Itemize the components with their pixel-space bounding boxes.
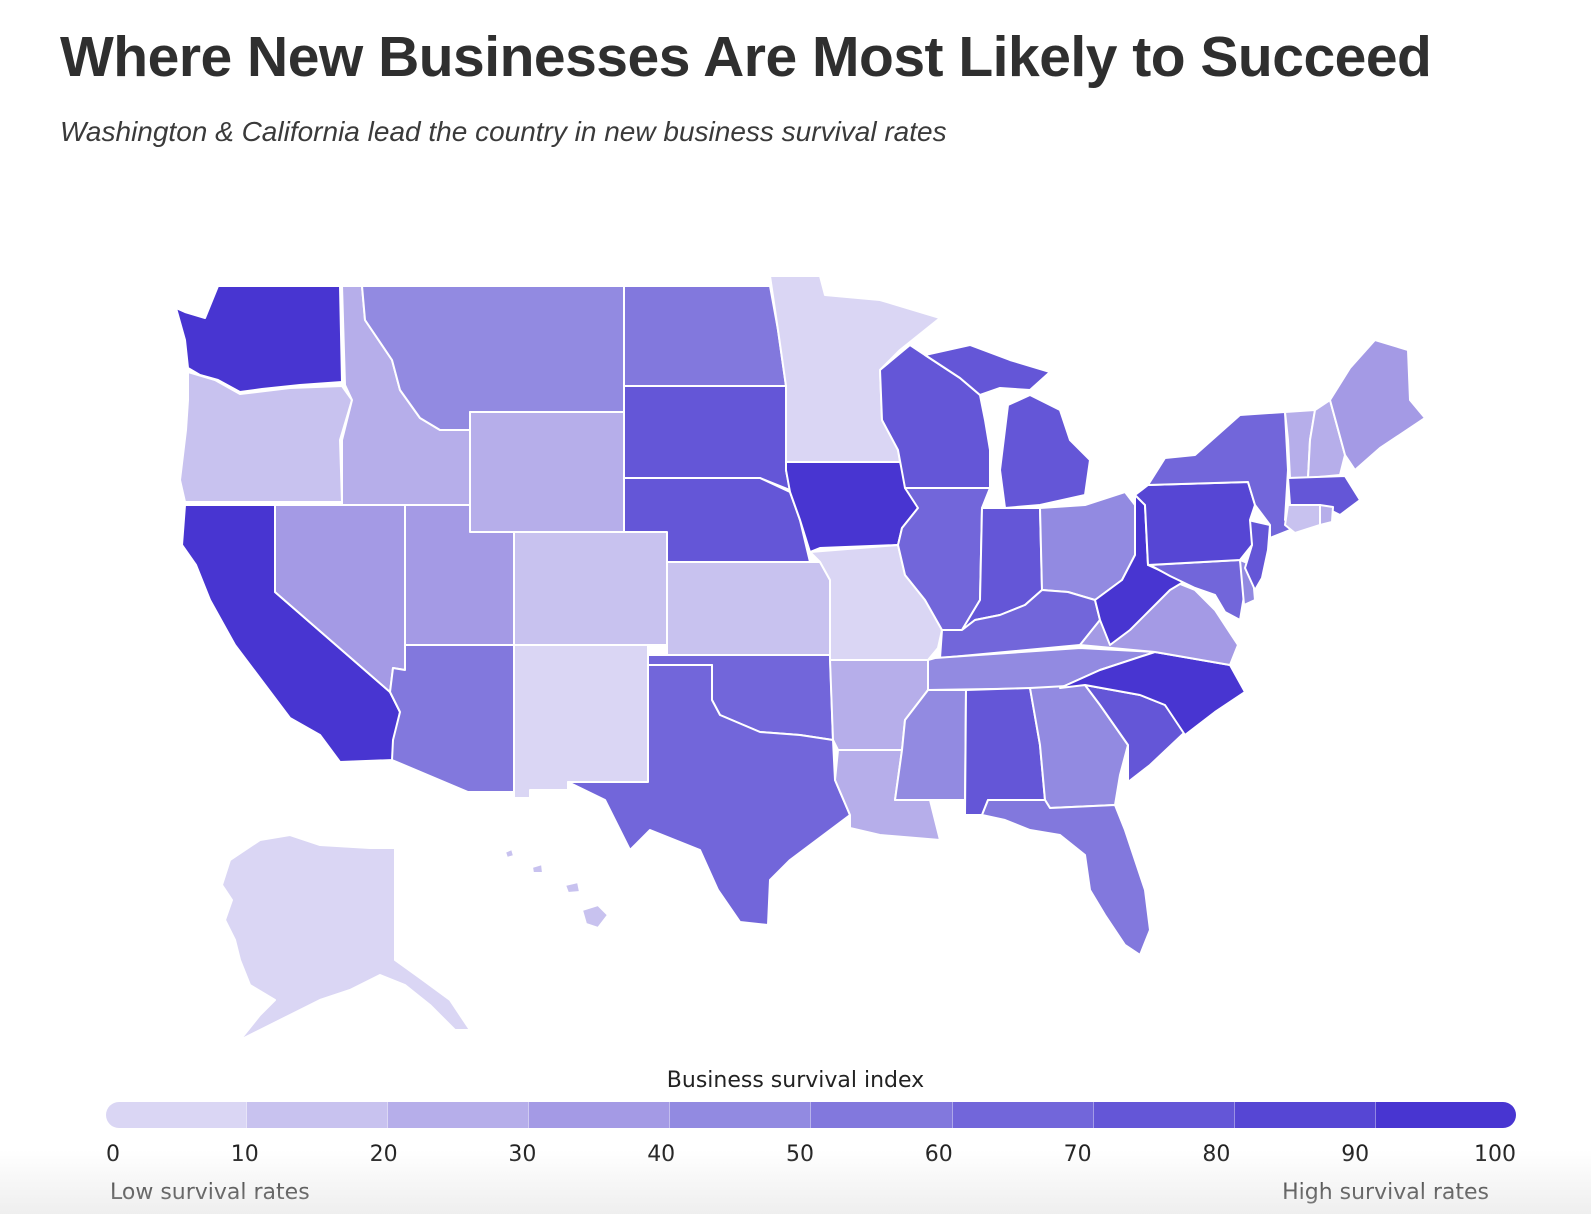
legend-color-scale (106, 1102, 1516, 1128)
state-kansas[interactable] (666, 561, 831, 656)
state-oregon[interactable] (179, 371, 353, 503)
legend-high-label: High survival rates (1282, 1180, 1489, 1205)
state-florida[interactable] (981, 799, 1151, 956)
state-illinois[interactable] (897, 487, 991, 631)
legend-segment-9 (1375, 1102, 1516, 1128)
us-choropleth-map (175, 275, 1426, 1041)
legend-segment-7 (1093, 1102, 1235, 1128)
legend-segment-4 (670, 1102, 812, 1128)
legend-tick-label: 90 (1341, 1142, 1370, 1167)
state-michigan-lower[interactable] (999, 394, 1091, 509)
state-texas[interactable] (567, 664, 851, 926)
state-kentucky[interactable] (939, 589, 1101, 659)
state-alaska[interactable] (221, 834, 471, 1041)
state-connecticut[interactable] (1284, 504, 1321, 534)
legend-tick-label: 60 (924, 1142, 953, 1167)
state-north-dakota[interactable] (623, 285, 787, 387)
state-colorado[interactable] (513, 531, 668, 646)
legend-tick-label: 100 (1474, 1142, 1516, 1167)
legend-tick-label: 10 (230, 1142, 259, 1167)
legend-tick-label: 20 (369, 1142, 398, 1167)
state-pennsylvania[interactable] (1134, 481, 1256, 566)
state-south-dakota[interactable] (623, 385, 796, 491)
legend-segment-6 (952, 1102, 1094, 1128)
state-hawaii-kauai[interactable] (504, 848, 515, 859)
legend-tick-label: 30 (508, 1142, 537, 1167)
legend-tick-label: 70 (1063, 1142, 1092, 1167)
legend-segment-8 (1234, 1102, 1376, 1128)
legend-segment-3 (529, 1102, 671, 1128)
legend-segment-2 (388, 1102, 530, 1128)
state-hawaii-maui[interactable] (564, 881, 581, 894)
legend-tick-label: 0 (106, 1142, 120, 1167)
state-michigan-upper[interactable] (924, 344, 1051, 396)
legend-tick-label: 50 (786, 1142, 814, 1167)
state-maine[interactable] (1329, 339, 1426, 471)
legend-tick-label: 80 (1202, 1142, 1231, 1167)
legend-segment-0 (106, 1102, 248, 1128)
state-rhode-island[interactable] (1319, 504, 1334, 526)
legend-title: Business survival index (666, 1068, 925, 1093)
state-new-mexico[interactable] (513, 644, 649, 799)
legend-segment-1 (247, 1102, 389, 1128)
state-washington[interactable] (175, 285, 343, 393)
state-hawaii-oahu[interactable] (531, 863, 544, 874)
legend-low-label: Low survival rates (110, 1180, 310, 1205)
state-iowa[interactable] (785, 461, 919, 553)
state-wyoming[interactable] (469, 411, 625, 533)
chart-title: Where New Businesses Are Most Likely to … (60, 25, 1432, 89)
state-arizona[interactable] (389, 644, 515, 793)
legend-segment-5 (811, 1102, 953, 1128)
state-hawaii-main[interactable] (581, 904, 609, 929)
chart-subtitle: Washington & California lead the country… (60, 116, 947, 147)
legend-tick-label: 40 (647, 1142, 676, 1167)
state-north-carolina[interactable] (1059, 651, 1246, 736)
